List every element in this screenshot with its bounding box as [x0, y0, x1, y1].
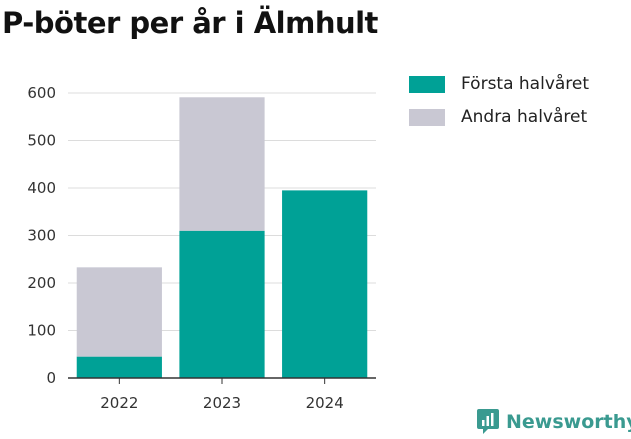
bars — [76, 97, 368, 378]
y-tick-label: 400 — [27, 179, 56, 197]
bar-2023-series-1 — [179, 97, 265, 231]
legend-label-first-half: Första halvåret — [461, 74, 590, 94]
x-tick-label: 2024 — [306, 394, 344, 412]
y-tick-label: 0 — [46, 369, 56, 387]
axes: 0 100 200 300 400 500 600 2022 2023 2024 — [27, 84, 376, 412]
legend-item-first-half: Första halvåret — [409, 72, 589, 96]
y-tick-label: 500 — [27, 132, 56, 150]
y-tick-label: 200 — [27, 274, 56, 292]
legend-swatch-second-half — [409, 108, 445, 126]
newsworthy-brand: Newsworthy — [476, 408, 631, 435]
legend: Första halvåret Andra halvåret — [409, 72, 589, 138]
bar-2024-series-0 — [282, 190, 368, 378]
bar-2022-series-0 — [76, 356, 162, 378]
brand-name: Newsworthy — [506, 410, 631, 433]
legend-item-second-half: Andra halvåret — [409, 105, 589, 129]
y-tick-label: 100 — [27, 322, 56, 340]
bar-2022-series-1 — [76, 267, 162, 357]
chart-title: P-böter per år i Älmhult — [2, 6, 378, 40]
bar-2023-series-0 — [179, 230, 265, 378]
y-tick-label: 300 — [27, 227, 56, 245]
legend-label-second-half: Andra halvåret — [461, 107, 588, 127]
x-tick-label: 2023 — [203, 394, 241, 412]
y-tick-label: 600 — [27, 84, 56, 102]
x-tick-label: 2022 — [100, 394, 138, 412]
newsworthy-logo-icon — [477, 409, 499, 434]
legend-swatch-first-half — [409, 75, 445, 93]
